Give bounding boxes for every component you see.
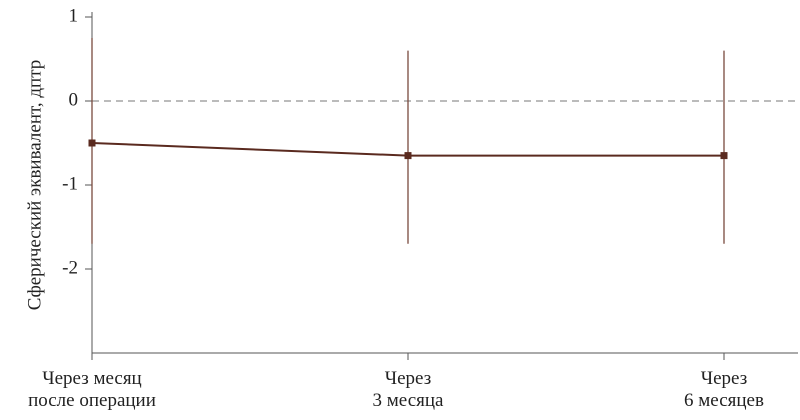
x-tick-label: Через месяц после операции	[28, 368, 156, 411]
y-tick-label: 1	[69, 5, 79, 26]
y-tick-label: 0	[69, 89, 79, 110]
point-marker	[88, 139, 96, 147]
point-marker	[404, 152, 412, 160]
x-tick-label: Через 3 месяца	[372, 368, 444, 411]
y-axis-label: Сферический эквивалент, дптр	[24, 60, 45, 310]
y-tick-label: -1	[62, 173, 78, 194]
x-tick-label: Через 6 месяцев	[684, 368, 764, 411]
y-tick-label: -2	[62, 257, 78, 278]
point-marker	[720, 152, 728, 160]
